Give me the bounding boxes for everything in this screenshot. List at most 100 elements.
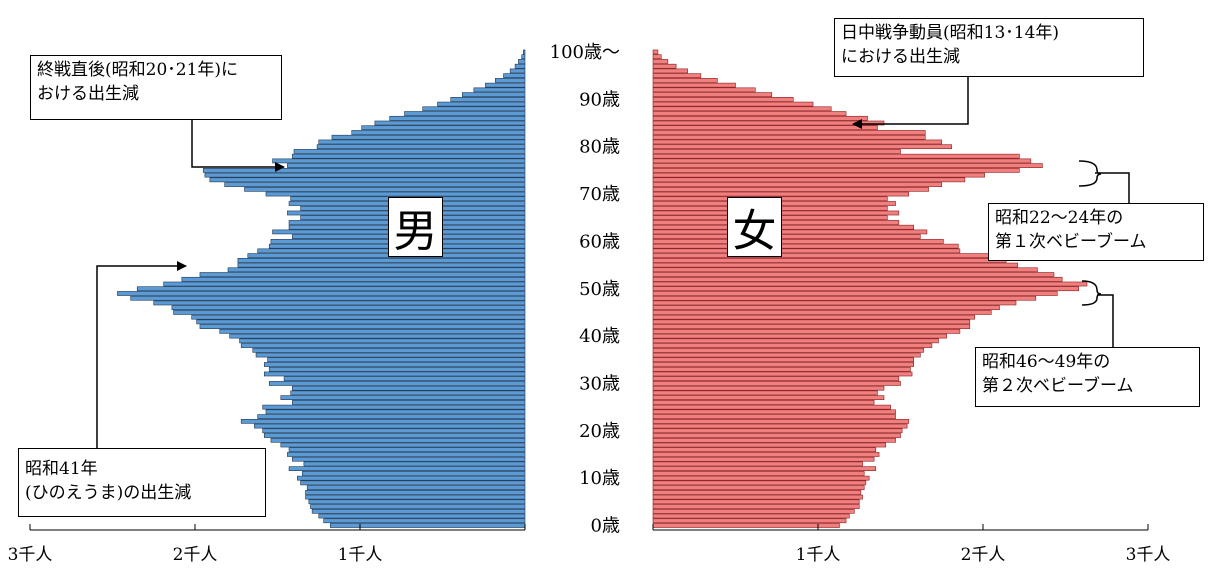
female-bar [652,248,961,254]
female-tick-label: 2千人 [961,545,1006,565]
male-bar [237,257,526,263]
female-bar [652,371,913,377]
female-bar [652,390,878,396]
axes [29,524,1149,531]
female-bar [652,362,915,367]
female-bar [652,281,1088,287]
male-bar [287,452,526,457]
male-bar [316,144,526,150]
male-bar [240,418,526,424]
annotation-male-hinoeuma: 昭和41年 (ひのえうま)の出生減 [18,448,266,517]
female-bar [652,338,939,344]
male-bar [461,92,526,97]
male-bar [521,54,526,60]
male-bar [305,494,526,500]
male-bar [171,305,526,311]
female-bar [652,153,1020,159]
female-bar [652,523,840,528]
bracket-first-babyboom [1078,160,1102,187]
male-bar [351,130,526,135]
female-bar [652,456,875,462]
age-labels: 0歳 10歳 20歳 30歳 40歳 50歳 60歳 70歳 80歳 90歳 100歳～ [550,42,620,537]
male-bar [239,338,526,344]
female-bar [652,404,891,410]
female-bar [652,78,718,83]
female-bar [652,63,677,69]
male-bar [293,149,526,154]
female-bar [652,106,832,112]
female-bar [652,286,1080,292]
male-bar [292,385,526,391]
male-bar [518,59,526,64]
female-bar [652,513,850,519]
female-bar [652,120,885,126]
male-bar [244,186,526,192]
male-bar [268,366,526,372]
male-bar [130,295,526,301]
male-tick-label: 3千人 [8,545,53,565]
female-bar [652,224,915,230]
female-bar [652,191,910,197]
male-bar [257,414,526,419]
female-bar [652,144,952,150]
female-bar [652,111,847,116]
female-bar [652,186,929,192]
female-bar [652,272,1055,277]
male-bar [283,376,526,382]
male-bar [204,172,526,178]
female-bar [652,461,863,467]
male-bar [272,158,526,164]
male-bar [514,63,526,69]
female-bar [652,343,933,348]
male-bar [252,347,526,353]
female-bar [652,300,1017,306]
female-bar [652,68,688,74]
annotation-line: 昭和46～49年の [982,352,1111,372]
annotation-line: における出生減 [841,47,960,67]
male-bars [117,49,526,528]
female-bar [652,428,903,434]
female-bar [652,447,877,453]
male-bar [280,442,526,448]
male-bar [310,504,526,509]
female-bar [652,423,908,429]
female-bar [652,490,862,495]
female-bar [652,471,865,476]
male-bar [199,272,526,277]
male-bar [509,68,526,74]
annotation-line: 昭和41年 [25,459,98,479]
female-bar [652,276,1063,282]
male-bar [301,471,526,476]
female-bar [652,319,971,325]
male-bar [318,513,526,519]
male-bar [227,267,526,273]
female-bar [652,234,921,240]
age-label: 70歳 [579,184,620,205]
female-side-label: 女 [727,197,782,257]
female-bar [652,409,896,415]
annotation-line: 第２次ベビーブーム [982,376,1134,396]
female-bar [652,291,1058,296]
annotation-female-first-babyboom: 昭和22～24年の 第１次ベビーブーム [988,203,1204,261]
male-bar [305,490,526,495]
male-bar [247,253,526,258]
female-bar [652,101,814,107]
female-bar [652,395,885,400]
annotation-female-second-babyboom: 昭和46～49年の 第２次ベビーブーム [975,347,1200,407]
female-bar [652,182,943,187]
female-bar [652,139,943,145]
female-bar [652,310,992,315]
annotation-line: おける出生減 [37,84,139,104]
annotation-female-wartime: 日中戦争動員(昭和13･14年) における出生減 [834,18,1144,77]
male-bar [290,390,526,396]
age-label: 90歳 [579,89,620,110]
female-bar [652,357,915,363]
female-bar [652,485,865,490]
bracket-second-babyboom [1081,280,1102,306]
female-bar [652,92,773,97]
female-bar [652,177,966,183]
male-bar [270,437,526,443]
annotation-line: (ひのえうま)の出生減 [25,483,192,503]
female-bar [652,134,926,140]
annotation-line: 第１次ベビーブーム [995,232,1147,252]
